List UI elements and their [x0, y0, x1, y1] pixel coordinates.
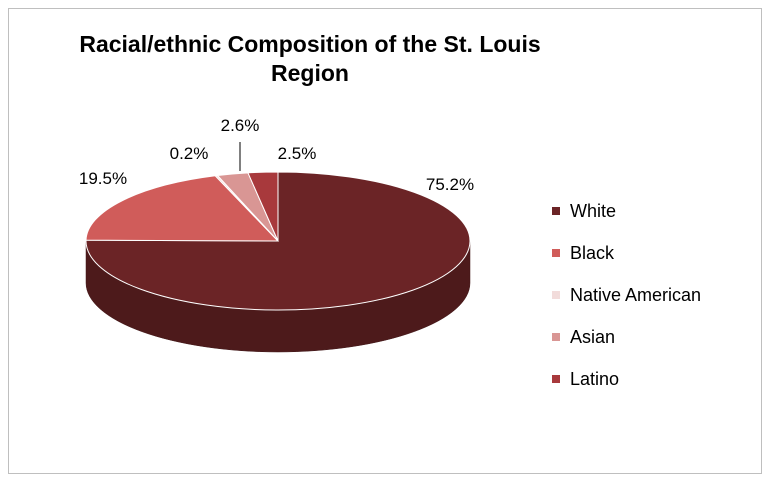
- legend-item-white: White: [552, 190, 701, 232]
- legend-swatch-black: [552, 249, 560, 257]
- legend-label-asian: Asian: [570, 326, 616, 347]
- legend-label-latino: Latino: [570, 368, 620, 389]
- legend-item-latino: Latino: [552, 358, 701, 400]
- legend-label-native-american: Native American: [570, 284, 702, 305]
- chart-title: Racial/ethnic Composition of the St. Lou…: [79, 31, 541, 86]
- pie-slice-latino: [247, 171, 279, 242]
- data-label-black: 19.5%: [79, 169, 127, 188]
- legend-item-native-american: Native American: [552, 274, 701, 316]
- legend: White Black Native American Asian Latino: [552, 190, 701, 400]
- legend-item-black: Black: [552, 232, 701, 274]
- data-label-latino: 2.5%: [278, 144, 317, 163]
- legend-item-asian: Asian: [552, 316, 701, 358]
- data-label-asian: 2.6%: [221, 116, 260, 135]
- legend-label-white: White: [570, 200, 617, 221]
- legend-swatch-asian: [552, 333, 560, 341]
- legend-swatch-native-american: [552, 291, 560, 299]
- data-label-white: 75.2%: [426, 175, 474, 194]
- legend-swatch-white: [552, 207, 560, 215]
- legend-label-black: Black: [570, 242, 615, 263]
- pie-slice-black: [85, 175, 280, 242]
- legend-swatch-latino: [552, 375, 560, 383]
- pie-slice-white: [85, 171, 471, 311]
- data-label-native-american: 0.2%: [170, 144, 209, 163]
